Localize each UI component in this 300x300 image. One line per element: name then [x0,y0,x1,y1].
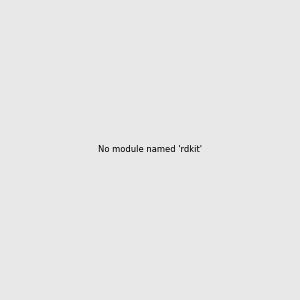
Text: No module named 'rdkit': No module named 'rdkit' [98,146,202,154]
